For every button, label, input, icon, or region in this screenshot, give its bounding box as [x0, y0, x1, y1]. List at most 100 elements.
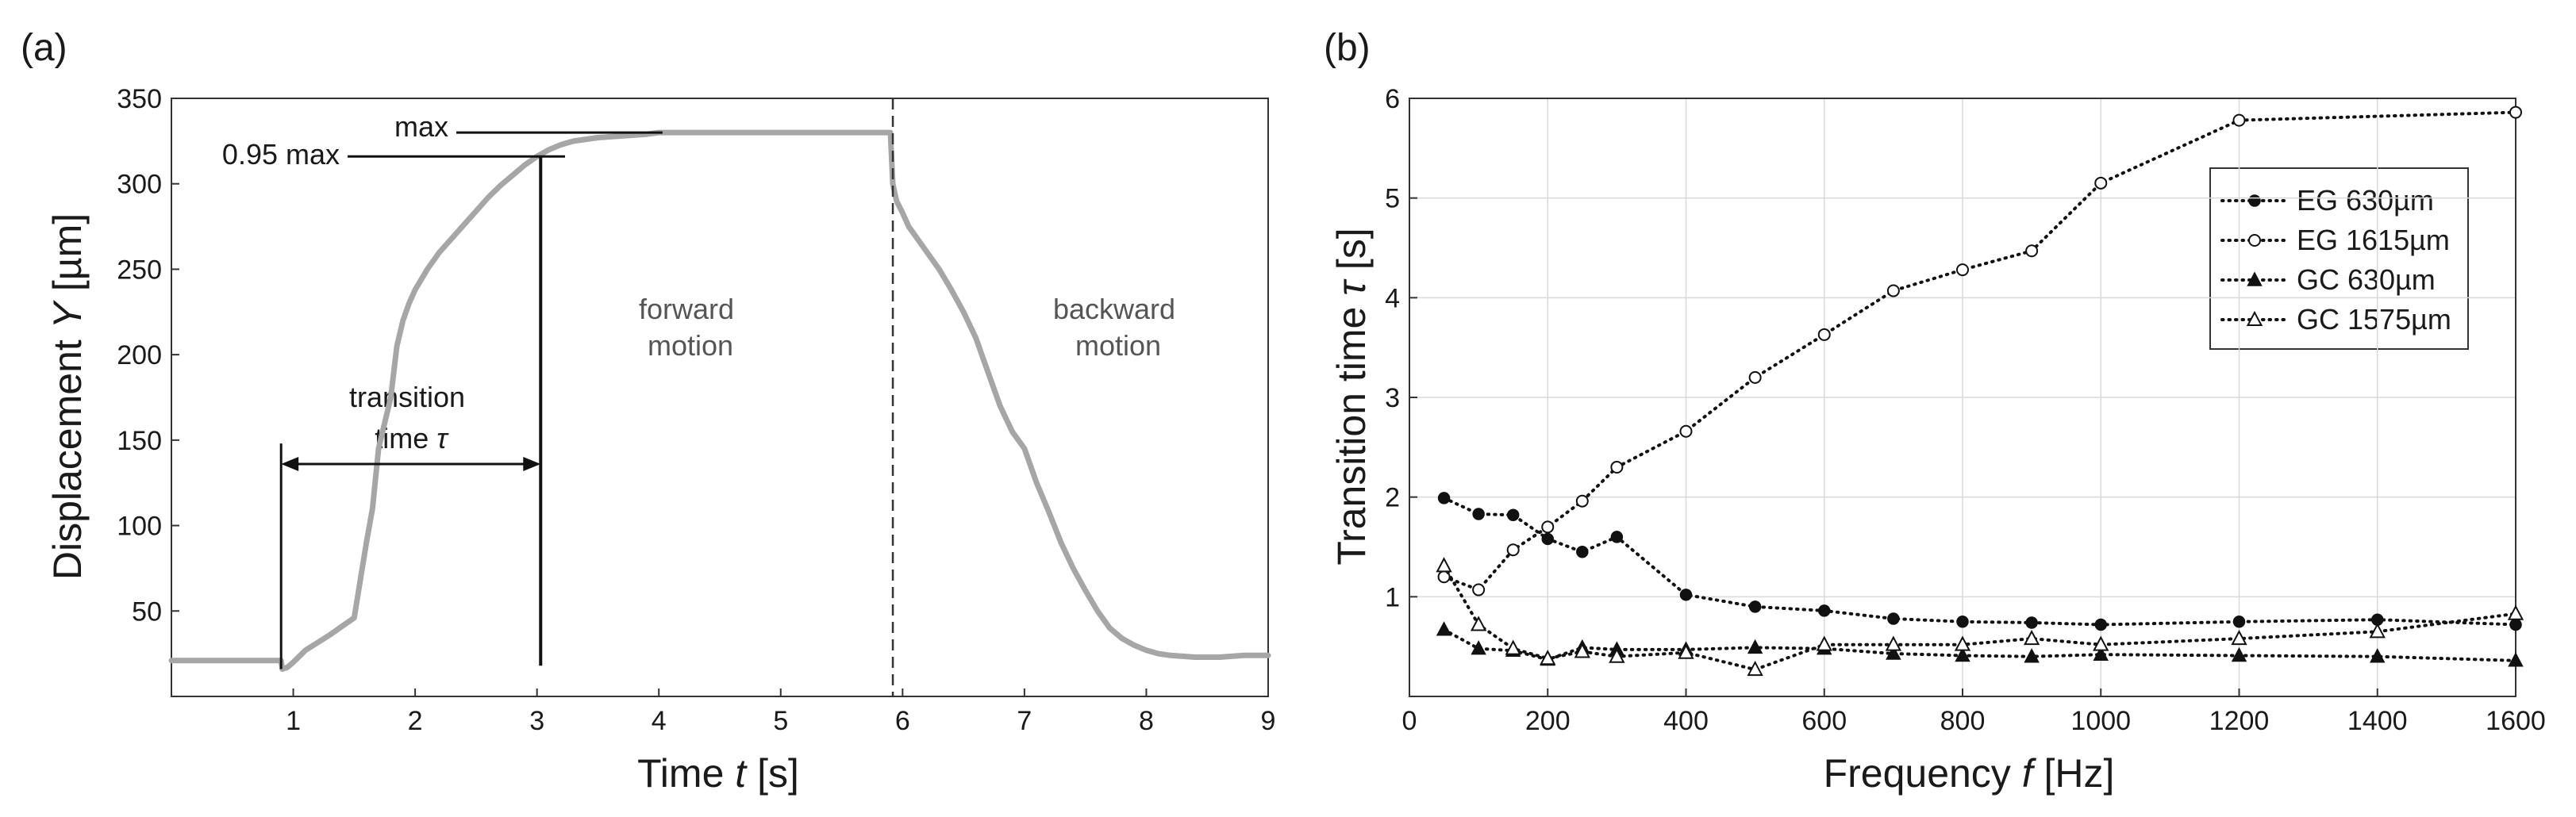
- panel-a-plot: 1 2 3 4 5 6 7 8 9 50 100 150 200 250 300 350: [117, 84, 1275, 736]
- legend: EG 630µm EG 1615µm GC 630µm GC 1575µm: [2209, 167, 2469, 350]
- y-tick-label-a: 100: [117, 512, 162, 542]
- data-point-series-2: [1886, 645, 1901, 660]
- data-point-series-2: [1747, 639, 1763, 654]
- y-tick-label-a: 250: [117, 255, 162, 285]
- x-tick-label-b: 0: [1402, 706, 1417, 736]
- data-point-series-2: [2231, 646, 2247, 662]
- data-point-series-0: [1472, 508, 1485, 520]
- legend-entry-eg1615: EG 1615µm: [2297, 224, 2450, 256]
- data-point-series-2: [2508, 652, 2524, 667]
- data-point-series-2: [2093, 646, 2109, 661]
- data-point-series-2: [1471, 640, 1486, 655]
- y-tick-label-b: 6: [1385, 84, 1400, 114]
- data-point-series-3: [1470, 616, 1487, 631]
- data-point-series-3: [1816, 635, 1832, 651]
- x-tick-label-b: 1400: [2347, 706, 2408, 736]
- max-annotation-label: max: [394, 110, 448, 143]
- data-point-series-2: [1436, 621, 1452, 636]
- y-tick-label-a: 50: [132, 596, 162, 627]
- y-tick-label-b: 5: [1385, 184, 1400, 214]
- data-point-series-3: [1540, 650, 1556, 665]
- y-tick-label-a: 200: [117, 340, 162, 370]
- x-tick-label-a: 2: [408, 706, 423, 736]
- x-tick-label-a: 1: [286, 706, 301, 736]
- data-point-series-1: [1817, 328, 1831, 341]
- data-point-series-3: [1574, 642, 1590, 658]
- legend-marker-3: [2246, 310, 2263, 326]
- data-point-series-3: [2231, 629, 2247, 646]
- legend-marker-0: [2248, 194, 2261, 207]
- legend-entry-eg630: EG 630µm: [2297, 184, 2434, 217]
- data-point-series-0: [2509, 618, 2522, 631]
- x-tick-label-a: 6: [895, 706, 910, 736]
- panel-a-frame: [171, 98, 1269, 697]
- data-point-series-0: [1437, 492, 1451, 504]
- data-point-series-1: [1679, 424, 1693, 438]
- legend-marker-1: [2248, 234, 2261, 247]
- transition-arrow-head-left: [281, 457, 299, 472]
- x-tick-label-b: 600: [1801, 706, 1847, 736]
- series-line-1: [1442, 110, 2517, 592]
- data-point-series-3: [2507, 604, 2524, 620]
- x-tick-label-b: 1000: [2070, 706, 2131, 736]
- x-tick-label-b: 800: [1940, 706, 1986, 736]
- data-point-series-1: [2094, 176, 2108, 190]
- x-tick-label-b: 1600: [2486, 706, 2546, 736]
- transition-arrow-head-right: [523, 457, 541, 472]
- panel-b-ylabel: Transition time τ [s]: [1329, 228, 1374, 565]
- data-point-series-2: [2370, 648, 2386, 663]
- data-point-series-1: [1472, 583, 1486, 596]
- panel-a-label: (a): [21, 27, 67, 69]
- x-tick-label-a: 7: [1017, 706, 1032, 736]
- data-point-series-1: [2025, 244, 2039, 258]
- data-point-series-3: [1505, 639, 1521, 655]
- data-point-series-3: [2369, 623, 2386, 639]
- data-point-series-0: [1818, 604, 1831, 617]
- data-point-series-1: [1575, 494, 1589, 508]
- data-point-series-1: [1610, 460, 1624, 474]
- data-point-series-0: [1506, 508, 1520, 522]
- data-point-series-1: [1956, 263, 1969, 277]
- data-point-series-1: [1541, 520, 1555, 534]
- data-point-series-1: [1886, 284, 1900, 297]
- y-tick-label-b: 2: [1385, 483, 1400, 513]
- panel-a-ylabel: Displacement Y [µm]: [45, 213, 90, 580]
- data-point-series-0: [1679, 589, 1693, 601]
- data-point-series-3: [2093, 635, 2109, 651]
- data-point-series-3: [1678, 643, 1694, 659]
- transition-time-label: transition time τ: [349, 381, 473, 455]
- data-point-series-3: [1747, 660, 1763, 677]
- panel-b-label: (b): [1324, 27, 1371, 69]
- data-point-series-1: [2232, 113, 2246, 127]
- data-point-series-0: [1887, 612, 1900, 625]
- data-point-series-0: [1541, 532, 1554, 546]
- data-point-series-0: [1748, 600, 1762, 613]
- panel-b-xlabel: Frequency f [Hz]: [1824, 751, 2115, 796]
- panel-b-plot: 0 200 400 600 800 1000 1200 1400 1600 1 2 3 4 5 6: [1385, 84, 2546, 736]
- data-point-series-1: [1506, 543, 1520, 557]
- y-tick-label-b: 3: [1385, 383, 1400, 413]
- data-point-series-3: [2023, 629, 2040, 646]
- x-tick-label-a: 3: [529, 706, 544, 736]
- legend-entry-gc1575: GC 1575µm: [2297, 303, 2451, 336]
- data-point-series-0: [2025, 616, 2038, 629]
- x-tick-label-a: 9: [1261, 706, 1276, 736]
- x-tick-label-b: 400: [1663, 706, 1709, 736]
- series-line-2: [1442, 627, 2517, 662]
- backward-motion-label: backward motion: [1053, 293, 1183, 362]
- forward-motion-label: forward motion: [639, 293, 742, 362]
- y-tick-label-a: 350: [117, 84, 162, 114]
- data-point-series-2: [1955, 646, 1970, 662]
- x-tick-label-a: 5: [773, 706, 788, 736]
- data-point-series-3: [1885, 635, 1902, 651]
- series-line-3: [1442, 564, 2517, 672]
- y-tick-label-b: 1: [1385, 582, 1400, 612]
- displacement-curve: [168, 129, 1271, 672]
- legend-marker-2: [2247, 271, 2263, 286]
- data-point-series-1: [2509, 105, 2522, 119]
- y-tick-label-b: 4: [1385, 283, 1400, 313]
- legend-entry-gc630: GC 630µm: [2297, 263, 2436, 296]
- data-point-series-3: [1609, 647, 1625, 663]
- y-tick-label-a: 150: [117, 426, 162, 456]
